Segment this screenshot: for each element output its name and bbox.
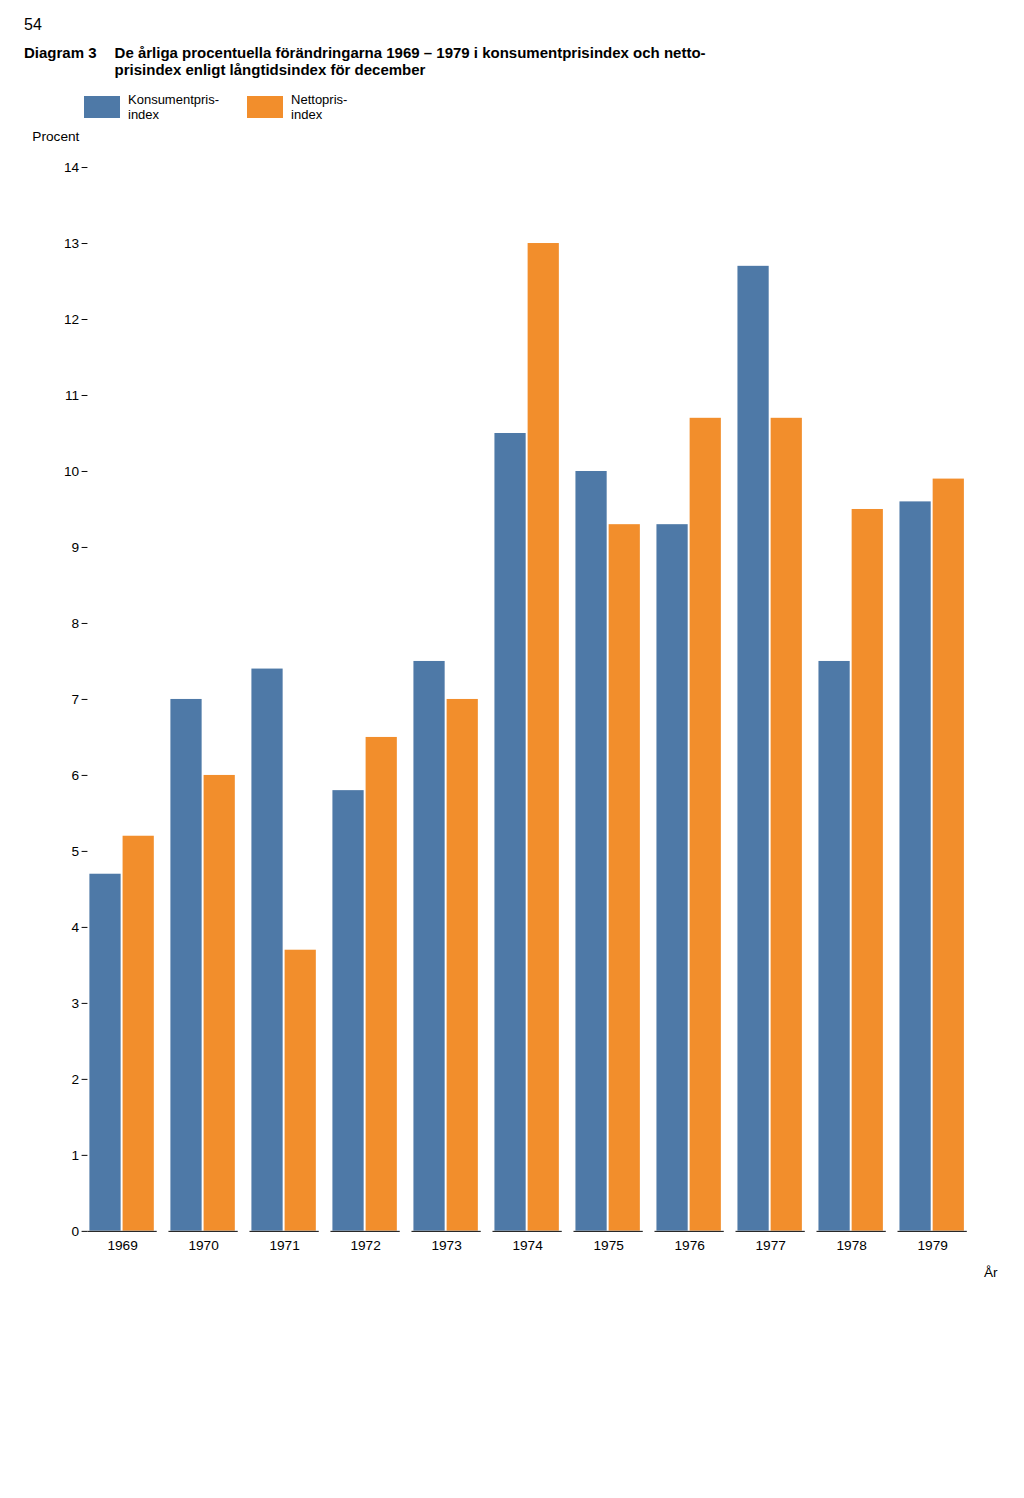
svg-text:0: 0 [72, 1224, 80, 1239]
svg-text:8: 8 [72, 616, 80, 631]
svg-text:År: År [984, 1265, 998, 1279]
svg-text:4: 4 [72, 920, 80, 935]
svg-text:12: 12 [64, 312, 79, 327]
svg-text:1973: 1973 [431, 1238, 461, 1253]
svg-text:1979: 1979 [917, 1238, 947, 1253]
html-text:index: index [128, 107, 160, 122]
svg-text:1972: 1972 [350, 1238, 380, 1253]
svg-text:13: 13 [64, 236, 79, 251]
svg-text:7: 7 [72, 692, 80, 707]
html-text:Diagram 3: Diagram 3 [24, 44, 97, 61]
svg-text:10: 10 [64, 464, 80, 479]
svg-text:3: 3 [72, 996, 80, 1011]
svg-text:5: 5 [72, 844, 80, 859]
svg-text:1971: 1971 [269, 1238, 299, 1253]
svg-text:1970: 1970 [188, 1238, 219, 1253]
svg-text:14: 14 [64, 160, 80, 175]
svg-text:1974: 1974 [512, 1238, 543, 1253]
svg-text:9: 9 [72, 540, 80, 555]
html-text:Konsumentpris-: Konsumentpris- [128, 92, 219, 107]
svg-text:1975: 1975 [593, 1238, 624, 1253]
html-text:De årliga procentuella förändr: De årliga procentuella förändringarna 19… [114, 44, 706, 61]
html-text:Nettopris-: Nettopris- [291, 92, 348, 107]
html-text:prisindex enligt långtidsindex: prisindex enligt långtidsindex för decem… [114, 61, 426, 78]
html-text:54: 54 [24, 16, 42, 33]
svg-text:1969: 1969 [107, 1238, 137, 1253]
html-text:index: index [291, 107, 323, 122]
svg-text:2: 2 [72, 1072, 80, 1087]
svg-text:1976: 1976 [674, 1238, 704, 1253]
svg-text:1977: 1977 [755, 1238, 785, 1253]
svg-text:6: 6 [72, 768, 80, 783]
svg-text:11: 11 [65, 388, 79, 403]
svg-text:1: 1 [72, 1148, 80, 1163]
svg-text:Procent: Procent [32, 129, 79, 144]
svg-text:1978: 1978 [836, 1238, 866, 1253]
